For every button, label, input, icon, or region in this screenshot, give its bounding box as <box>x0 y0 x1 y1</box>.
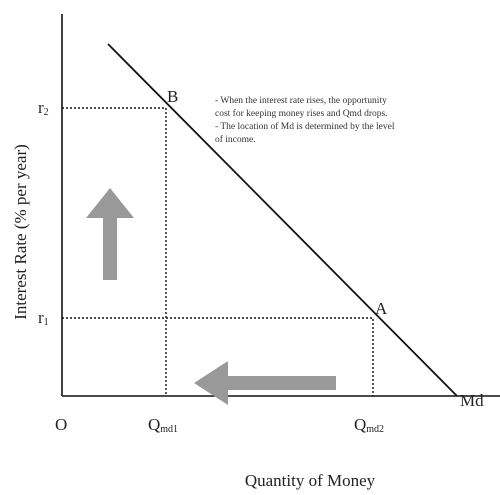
qmd1-sub: md1 <box>160 424 178 435</box>
qmd1-label: Qmd1 <box>148 415 178 435</box>
guide-b <box>62 107 167 396</box>
qmd2-sub: md2 <box>366 424 384 435</box>
point-a-label: A <box>375 299 388 318</box>
r2-base: r <box>38 98 44 117</box>
curve-label: Md <box>460 391 484 410</box>
up-arrow <box>86 188 134 280</box>
r2-label: r2 <box>38 98 49 118</box>
note-line: - The location of Md is determined by th… <box>215 121 395 132</box>
y-axis-label: Interest Rate (% per year) <box>11 144 30 320</box>
left-arrow <box>194 361 336 405</box>
r1-base: r <box>38 308 44 327</box>
r2-sub: 2 <box>44 107 49 118</box>
note-line: of income. <box>215 134 256 145</box>
note-line: cost for keeping money rises and Qmd dro… <box>215 108 388 119</box>
r1-sub: 1 <box>44 317 49 328</box>
origin-label: O <box>55 415 67 434</box>
md-curve <box>107 43 458 397</box>
qmd1-base: Q <box>148 415 160 434</box>
qmd2-label: Qmd2 <box>354 415 384 435</box>
r1-label: r1 <box>38 308 49 328</box>
point-b-label: B <box>167 87 178 106</box>
qmd2-base: Q <box>354 415 366 434</box>
note-line: - When the interest rate rises, the oppo… <box>215 96 387 106</box>
x-axis-label: Quantity of Money <box>245 471 376 490</box>
